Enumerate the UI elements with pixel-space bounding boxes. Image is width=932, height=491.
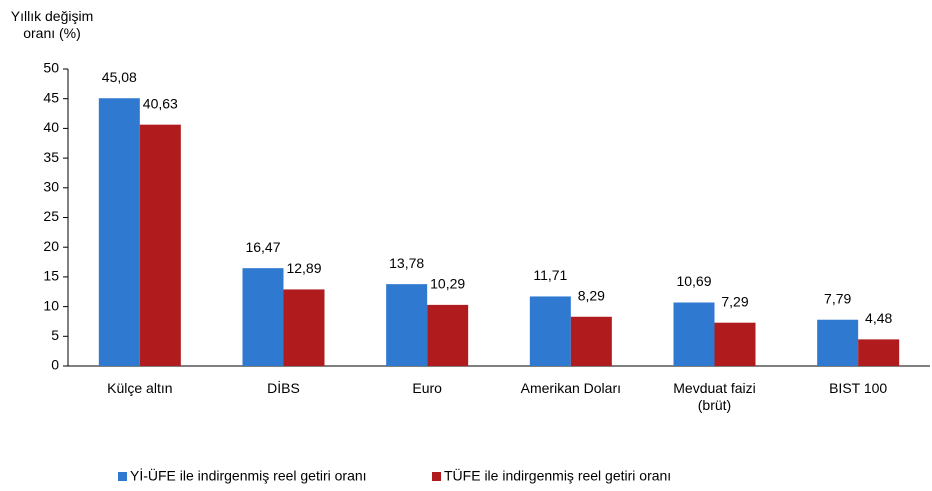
y-tick-label: 10 xyxy=(43,297,59,313)
value-label: 7,79 xyxy=(824,290,851,306)
bar xyxy=(817,319,859,366)
y-tick-label: 45 xyxy=(43,89,59,105)
bar xyxy=(529,296,571,366)
y-tick-label: 30 xyxy=(43,179,59,195)
bar xyxy=(714,322,756,366)
value-label: 12,89 xyxy=(286,260,321,276)
value-label: 45,08 xyxy=(102,69,137,85)
x-tick-label: Euro xyxy=(412,380,442,396)
y-tick-label: 15 xyxy=(43,268,59,284)
x-tick-label: Amerikan Doları xyxy=(520,380,622,396)
value-label: 10,29 xyxy=(430,276,465,292)
value-label: 8,29 xyxy=(578,287,605,303)
legend-swatch xyxy=(118,472,127,481)
y-tick-label: 25 xyxy=(43,208,59,224)
bar xyxy=(386,284,428,366)
value-label: 13,78 xyxy=(389,255,424,271)
y-tick-label: 35 xyxy=(43,149,59,165)
value-label: 7,29 xyxy=(721,293,748,309)
x-tick-label: Külçe altın xyxy=(107,380,173,396)
y-tick-label: 40 xyxy=(43,119,59,135)
bar xyxy=(858,339,900,366)
value-label: 10,69 xyxy=(676,273,711,289)
value-label: 4,48 xyxy=(865,310,892,326)
bar xyxy=(427,304,469,366)
y-axis-label: Yıllık değişim oranı (%) xyxy=(10,8,94,41)
bar xyxy=(283,289,325,366)
bar xyxy=(570,316,612,366)
y-tick-label: 20 xyxy=(43,238,59,254)
legend-label: TÜFE ile indirgenmiş reel getiri oranı xyxy=(444,467,671,484)
y-tick-label: 0 xyxy=(51,357,59,373)
bar xyxy=(98,98,140,367)
value-label: 16,47 xyxy=(245,239,280,255)
value-label: 40,63 xyxy=(143,95,178,111)
x-tick-label: Mevduat faizi (brüt) xyxy=(673,380,756,413)
bar xyxy=(139,124,181,366)
bar xyxy=(242,268,284,366)
x-tick-label: BIST 100 xyxy=(829,380,888,396)
bar xyxy=(673,302,715,366)
y-tick-label: 5 xyxy=(51,327,59,343)
legend-swatch xyxy=(432,472,441,481)
value-label: 11,71 xyxy=(533,267,567,283)
x-tick-label: DİBS xyxy=(267,380,300,396)
legend-label: Yİ-ÜFE ile indirgenmiş reel getiri oranı xyxy=(130,467,367,484)
y-tick-label: 50 xyxy=(43,60,59,76)
